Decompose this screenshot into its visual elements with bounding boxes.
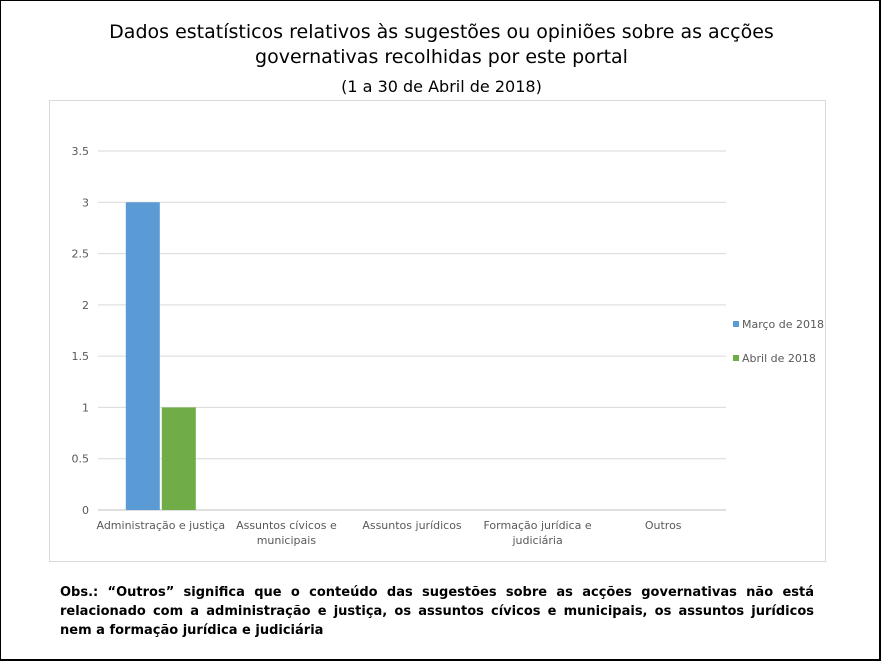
legend-swatch: [733, 355, 739, 361]
y-tick-label: 3: [82, 196, 89, 209]
y-tick-label: 2.5: [72, 248, 90, 261]
legend-label: Abril de 2018: [742, 352, 816, 365]
chart-title: Dados estatísticos relativos às sugestõe…: [109, 21, 774, 68]
legend-label: Março de 2018: [742, 318, 824, 331]
chart-area: [49, 100, 826, 562]
x-tick-label: Assuntos cívicos e: [236, 519, 337, 532]
x-tick-label: Formação jurídica e: [484, 519, 592, 532]
y-tick-label: 2: [82, 299, 89, 312]
y-tick-label: 0.5: [72, 453, 90, 466]
x-tick-label: Administração e justiça: [96, 519, 225, 532]
x-tick-label: municipais: [257, 534, 317, 547]
bar: [125, 202, 160, 511]
y-tick-label: 3.5: [72, 145, 90, 158]
y-tick-label: 1: [82, 401, 89, 414]
footnote: Obs.: “Outros” significa que o conteúdo …: [60, 585, 814, 638]
x-tick-label: judiciária: [511, 534, 562, 547]
y-tick-label: 1.5: [72, 350, 90, 363]
x-tick-label: Outros: [645, 519, 682, 532]
bar: [161, 407, 196, 510]
chart-subtitle: (1 a 30 de Abril de 2018): [341, 77, 542, 96]
x-tick-label: Assuntos jurídicos: [362, 519, 462, 532]
y-tick-label: 0: [82, 504, 89, 517]
legend-swatch: [733, 321, 739, 327]
